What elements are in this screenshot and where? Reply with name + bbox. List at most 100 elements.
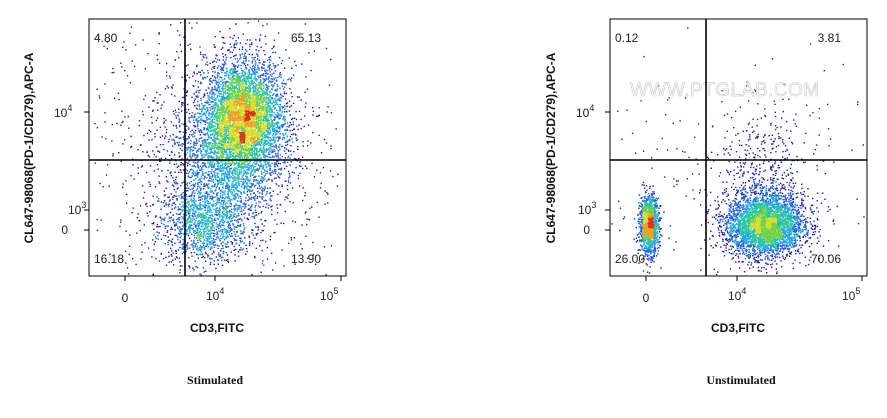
event-dot — [253, 112, 255, 115]
event-dot — [260, 110, 263, 112]
event-dot — [237, 194, 239, 196]
event-dot — [192, 212, 194, 214]
event-dot — [241, 46, 244, 48]
event-dot — [281, 145, 283, 148]
event-dot — [185, 225, 188, 227]
event-dot — [228, 137, 231, 139]
event-dot — [206, 107, 208, 109]
event-dot — [246, 126, 248, 128]
event-dot — [227, 76, 230, 79]
event-dot — [194, 245, 197, 247]
event-dot — [273, 139, 275, 142]
event-dot — [168, 261, 170, 263]
event-dot — [231, 109, 233, 111]
event-dot — [237, 197, 240, 199]
event-dot — [207, 254, 209, 256]
event-dot — [165, 264, 168, 266]
event-dot — [252, 101, 254, 104]
event-dot — [243, 125, 245, 127]
event-dot — [198, 196, 200, 199]
event-dot — [250, 98, 252, 101]
event-dot — [229, 200, 231, 202]
event-dot — [279, 103, 281, 106]
event-dot — [227, 216, 230, 219]
event-dot — [247, 163, 249, 165]
event-dot — [179, 269, 181, 271]
event-dot — [242, 129, 244, 132]
event-dot — [207, 229, 209, 231]
event-dot — [211, 106, 213, 108]
event-dot — [250, 108, 252, 111]
event-dot — [246, 121, 248, 124]
event-dot — [268, 80, 270, 82]
event-dot — [256, 123, 258, 126]
event-dot — [215, 80, 217, 82]
event-dot — [233, 113, 235, 116]
event-dot — [174, 224, 176, 226]
event-dot — [258, 132, 260, 134]
event-dot — [202, 235, 204, 238]
event-dot — [202, 201, 204, 203]
event-dot — [279, 137, 281, 139]
event-dot — [277, 115, 279, 118]
event-dot — [231, 217, 233, 220]
event-dot — [231, 220, 233, 222]
event-dot — [281, 118, 284, 120]
event-dot — [211, 253, 213, 255]
event-dot — [212, 229, 214, 232]
event-dot — [234, 129, 236, 131]
event-dot — [240, 208, 243, 210]
event-dot — [199, 213, 201, 216]
event-dot — [208, 128, 210, 130]
event-dot — [250, 81, 253, 83]
event-dot — [246, 142, 249, 144]
event-dot — [256, 162, 258, 164]
event-dot — [279, 109, 281, 111]
event-dot — [202, 165, 204, 167]
event-dot — [236, 146, 238, 148]
event-dot — [204, 54, 206, 56]
event-dot — [249, 147, 251, 149]
event-dot — [240, 105, 242, 107]
event-dot — [254, 94, 257, 96]
event-dot — [199, 245, 202, 247]
event-dot — [234, 136, 236, 138]
event-dot — [225, 93, 227, 95]
event-dot — [228, 222, 231, 225]
event-dot — [201, 131, 203, 134]
event-dot — [220, 200, 223, 202]
event-dot — [265, 93, 267, 96]
event-dot — [211, 227, 213, 230]
event-dot — [218, 224, 220, 226]
event-dot — [266, 110, 268, 112]
event-dot — [183, 218, 185, 220]
event-dot — [266, 134, 269, 136]
event-dot — [242, 148, 244, 150]
event-dot — [262, 128, 265, 130]
event-dot — [249, 242, 251, 245]
event-dot — [220, 140, 223, 142]
event-dot — [224, 98, 226, 100]
event-dot — [226, 209, 228, 211]
event-dot — [230, 132, 232, 135]
event-dot — [242, 136, 244, 138]
event-dot — [216, 179, 218, 181]
event-dot — [238, 156, 240, 159]
event-dot — [281, 125, 283, 127]
event-dot — [286, 143, 289, 146]
event-dot — [250, 170, 253, 172]
event-dot — [275, 129, 277, 131]
event-dot — [204, 163, 206, 165]
event-dot — [236, 208, 238, 211]
event-dot — [204, 235, 206, 237]
event-dot — [214, 76, 216, 79]
event-dot — [268, 108, 271, 110]
event-dot — [242, 133, 244, 136]
event-dot — [234, 106, 236, 109]
event-dot — [260, 128, 262, 130]
event-dot — [195, 107, 198, 110]
event-dot — [277, 152, 279, 154]
event-dot — [239, 224, 242, 226]
event-dot — [276, 122, 278, 124]
event-dot — [218, 59, 221, 61]
